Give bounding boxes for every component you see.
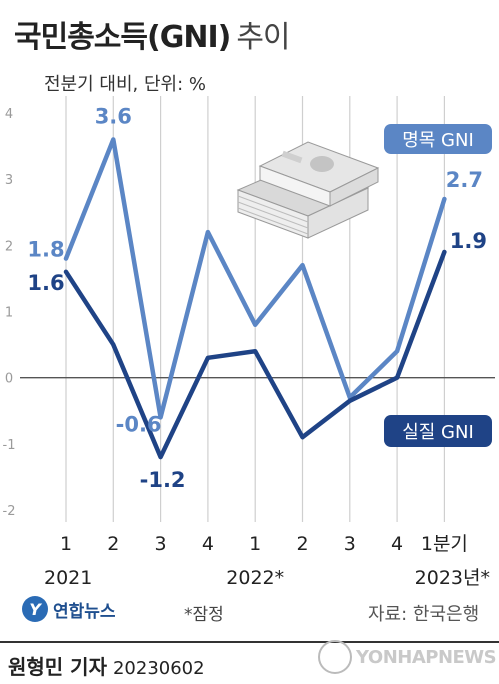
chart-title-suffix: 추이 (236, 20, 290, 55)
legend-label-real: 실질 GNI (402, 422, 474, 443)
money-stack-icon (236, 141, 380, 239)
x-tick-label: 2 (296, 533, 308, 555)
data-label-nominal: -0.6 (116, 412, 162, 436)
money-stack-illustration (236, 141, 380, 239)
x-tick-label: 1 (60, 533, 72, 555)
x-year-label: 2023년* (415, 567, 490, 589)
labels-layer: 1.8 3.6 -0.6 2.7 1.6 -1.2 1.9 명목 GNI 실질 GNI (27, 104, 492, 492)
byline: 원형민 기자 20230602 (8, 651, 205, 680)
brand-logo: Y 연합뉴스 (22, 596, 116, 622)
x-tick-label: 4 (391, 533, 403, 555)
y-tick-label: 4 (5, 107, 13, 122)
data-label-nominal: 3.6 (95, 104, 132, 128)
y-tick-label: 0 (5, 372, 13, 387)
watermark: YONHAPNEWS (318, 640, 497, 674)
y-tick-label: 1 (5, 306, 13, 321)
watermark-logo-icon (318, 640, 352, 674)
data-label-nominal: 2.7 (446, 168, 483, 192)
source-label: 자료: 한국은행 (368, 604, 480, 625)
x-tick-label: 1분기 (421, 533, 468, 555)
unit-label: 전분기 대비, 단위: % (44, 74, 206, 95)
y-tick-label: -1 (3, 438, 16, 453)
x-tick-label: 2 (107, 533, 119, 555)
legend-label-nominal: 명목 GNI (402, 130, 474, 151)
legend-tag-nominal (384, 124, 492, 154)
yonhap-logo-icon: Y (22, 596, 48, 622)
y-tick-label: -2 (3, 504, 16, 519)
footer-divider (0, 641, 499, 643)
x-year-label: 2021 (44, 567, 92, 589)
data-label-nominal: 1.8 (27, 238, 64, 262)
x-tick-label: 3 (344, 533, 356, 555)
chart-title: 국민총소득(GNI) 추이 (14, 12, 291, 56)
brand-name: 연합뉴스 (53, 601, 116, 622)
y-tick-label: 2 (5, 239, 13, 254)
x-tick-label: 3 (155, 533, 167, 555)
data-label-real: 1.9 (450, 229, 487, 253)
x-axis: 1 2 3 4 1 2 3 4 1분기 2021 2022* 2023년* (44, 533, 490, 589)
provisional-note: *잠정 (184, 605, 224, 625)
reporter-name: 원형민 기자 (8, 655, 107, 679)
x-tick-label: 1 (249, 533, 261, 555)
line-chart: 4 3 2 1 0 -1 -2 1 2 3 4 1 2 3 4 1분기 2021 2022* 2023년* 1.8… (3, 96, 495, 589)
y-tick-label: 3 (5, 173, 13, 188)
data-label-real: 1.6 (27, 271, 64, 295)
y-axis: 4 3 2 1 0 -1 -2 (3, 107, 16, 519)
publish-date: 20230602 (112, 658, 205, 679)
watermark-text: YONHAPNEWS (356, 646, 497, 668)
x-year-label: 2022* (226, 567, 284, 589)
legend-tag-real (384, 415, 492, 447)
series-layer (63, 137, 447, 460)
x-tick-label: 4 (202, 533, 214, 555)
data-label-real: -1.2 (140, 468, 186, 492)
chart-title-text: 국민총소득(GNI) (14, 20, 231, 55)
